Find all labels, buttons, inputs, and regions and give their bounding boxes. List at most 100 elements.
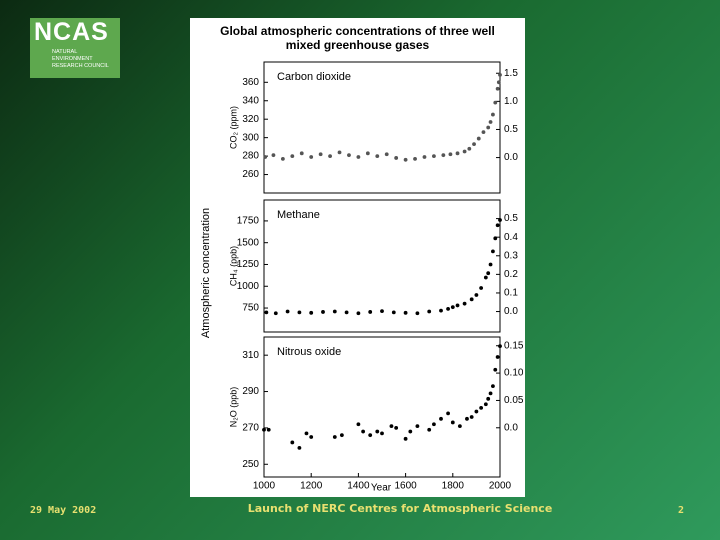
data-point <box>290 154 295 158</box>
data-point <box>290 440 295 445</box>
data-point <box>365 151 370 156</box>
data-point <box>491 249 495 254</box>
data-point <box>332 309 337 314</box>
data-point <box>422 155 427 159</box>
data-point <box>413 156 417 161</box>
data-point <box>496 80 501 85</box>
data-point <box>328 154 332 158</box>
data-point <box>380 431 384 436</box>
data-point <box>465 416 469 421</box>
data-point <box>356 422 361 427</box>
logo-line: RESEARCH COUNCIL <box>52 63 109 69</box>
data-point <box>304 431 309 436</box>
data-point <box>415 424 420 428</box>
data-point <box>479 406 484 410</box>
data-point <box>450 305 455 310</box>
data-point <box>415 311 420 316</box>
data-point <box>439 308 443 313</box>
data-point <box>491 112 495 117</box>
data-point <box>455 303 460 308</box>
data-point <box>264 310 269 315</box>
y2-tick-label: 0.3 <box>504 250 518 261</box>
data-point <box>344 310 349 315</box>
logo-line: ENVIRONMENT <box>52 56 93 62</box>
data-point <box>493 100 498 105</box>
data-point <box>446 307 450 311</box>
x-tick-label: 1200 <box>300 481 323 492</box>
data-point <box>455 151 460 156</box>
data-point <box>474 293 479 297</box>
data-point <box>486 396 491 401</box>
data-point <box>483 402 488 407</box>
data-point <box>309 435 314 439</box>
data-point <box>368 433 373 438</box>
data-point <box>488 262 493 267</box>
data-point <box>479 286 484 290</box>
y-tick-label: 310 <box>242 350 259 361</box>
plot-frame <box>263 199 501 333</box>
x-tick-label: 1600 <box>394 481 417 492</box>
y2-tick-label: 0.1 <box>504 288 518 299</box>
y-tick-label: 1750 <box>237 216 260 227</box>
data-point <box>469 415 474 419</box>
data-point <box>361 429 366 434</box>
data-point <box>457 424 462 428</box>
y2-tick-label: 0.15 <box>504 340 524 351</box>
x-tick-label: 2000 <box>489 481 512 492</box>
y2-tick-label: 0.0 <box>504 422 518 433</box>
data-point <box>467 146 472 151</box>
data-point <box>481 130 486 135</box>
data-point <box>375 154 380 158</box>
y-tick-label: 360 <box>242 77 259 88</box>
data-point <box>356 311 361 316</box>
data-point <box>488 120 493 124</box>
y-tick-label: 270 <box>242 423 259 434</box>
data-point <box>476 136 481 141</box>
y2-tick-label: 0.4 <box>504 232 518 243</box>
data-point <box>337 150 342 155</box>
y2-tick-label: 1.0 <box>504 96 518 107</box>
data-point <box>380 309 384 313</box>
data-point <box>495 355 500 359</box>
data-point <box>280 156 285 161</box>
data-point <box>462 301 467 306</box>
y-tick-label: 320 <box>242 114 259 125</box>
data-point <box>462 149 467 154</box>
data-point <box>491 384 495 388</box>
y2-tick-label: 0.10 <box>504 368 524 379</box>
y-tick-label: 1000 <box>237 281 260 292</box>
y2-tick-label: 0.2 <box>504 269 518 280</box>
data-point <box>403 436 408 441</box>
data-point <box>403 157 408 162</box>
data-point <box>375 429 380 434</box>
logo-text: NATURAL ENVIRONMENT RESEARCH COUNCIL <box>52 49 109 70</box>
data-point <box>498 73 502 77</box>
y2-tick-label: 0.0 <box>504 152 518 163</box>
data-point <box>391 310 396 315</box>
data-point <box>493 236 498 241</box>
plot-frame <box>263 336 501 478</box>
y-tick-label: 340 <box>242 95 259 106</box>
y2-tick-label: 0.5 <box>504 124 518 135</box>
data-point <box>339 433 344 438</box>
data-point <box>384 152 389 157</box>
y-tick-label: 280 <box>242 151 259 162</box>
y-tick-label: 300 <box>242 132 259 143</box>
data-point <box>427 427 432 432</box>
panel-title: Carbon dioxide <box>277 71 351 83</box>
panel-title: Methane <box>277 209 320 221</box>
x-tick-label: 1400 <box>347 481 370 492</box>
data-point <box>368 310 373 314</box>
page-number: 2 <box>678 505 685 516</box>
data-point <box>498 218 502 222</box>
data-point <box>448 152 453 157</box>
y2-tick-label: 1.5 <box>504 68 518 79</box>
panel-title: Nitrous oxide <box>277 346 341 358</box>
y-tick-label: 750 <box>242 303 259 314</box>
data-point <box>262 427 266 432</box>
data-point <box>271 153 276 158</box>
data-point <box>486 271 491 276</box>
y2-tick-label: 0.0 <box>504 306 518 317</box>
data-point <box>356 155 361 159</box>
